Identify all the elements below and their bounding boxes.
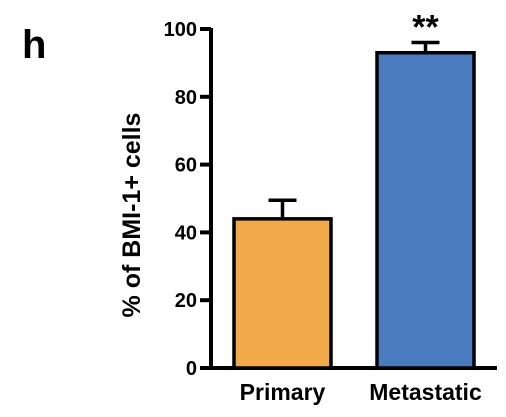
y-tick-label: 60 <box>175 155 197 177</box>
bar-primary <box>232 217 333 370</box>
x-category-label: Primary <box>240 379 326 405</box>
y-tick-label: 0 <box>186 358 197 380</box>
bar-layer: Primary Metastatic ** <box>232 9 482 405</box>
y-tick-label: 100 <box>164 19 197 41</box>
significance-marker: ** <box>412 9 439 47</box>
bar-metastatic <box>375 50 476 370</box>
panel-label: h <box>22 23 46 67</box>
y-tick-label: 40 <box>175 222 197 244</box>
y-tick-label: 80 <box>175 87 197 109</box>
y-tick-label: 20 <box>175 290 197 312</box>
y-axis-title: % of BMI-1+ cells <box>118 113 146 318</box>
x-category-label: Metastatic <box>369 379 482 405</box>
